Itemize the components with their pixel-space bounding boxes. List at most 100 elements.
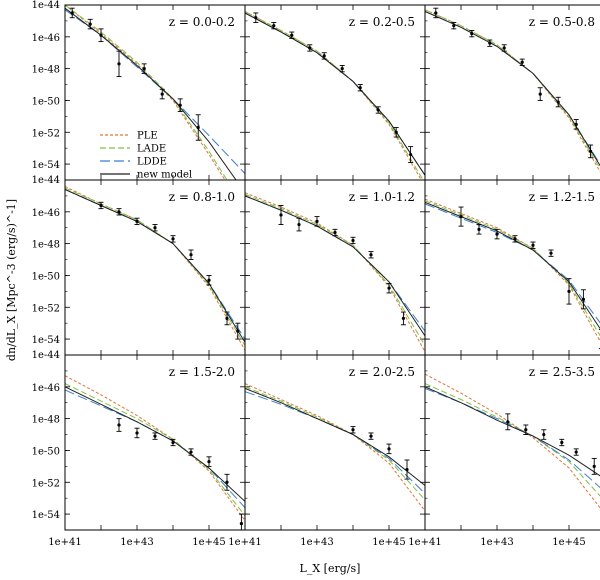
- model-curves: [65, 185, 245, 351]
- panel-title: z = 2.5-3.5: [529, 365, 595, 379]
- x-tick-label: 1e+43: [480, 537, 513, 548]
- data-point: [567, 289, 571, 293]
- data-point: [160, 92, 164, 96]
- x-tick-label: 1e+45: [372, 537, 405, 548]
- panel-8: z = 2.0-2.5 1e+41 1e+43 1e+45: [228, 354, 426, 548]
- data-point: [592, 464, 596, 468]
- model-curves: [65, 375, 245, 521]
- data-points: [505, 413, 597, 475]
- data-point: [308, 46, 312, 50]
- data-point: [207, 459, 211, 464]
- data-point: [272, 24, 276, 28]
- y-tick-label: 1e-54: [32, 510, 60, 521]
- panel-frame: [64, 354, 246, 531]
- data-point: [117, 210, 121, 214]
- data-point: [387, 286, 391, 290]
- legend-label: PLE: [137, 131, 158, 142]
- y-tick-label: 1e-54: [32, 335, 60, 346]
- data-point: [239, 522, 243, 526]
- y-tick-label: 1e-50: [32, 96, 60, 107]
- y-tick-label: 1e-46: [32, 208, 60, 219]
- data-point: [70, 11, 74, 15]
- panel-4: z = 0.8-1.0 1e-44 1e-46 1e-48 1e-50 1e-52 1e-5…: [32, 175, 246, 356]
- panel-frame: [424, 354, 600, 531]
- data-point: [254, 16, 258, 20]
- curve-ple: [65, 185, 245, 351]
- legend-label: LADE: [137, 144, 166, 155]
- data-point: [333, 230, 337, 235]
- model-curves: [65, 5, 245, 180]
- panel-3: z = 0.5-0.8: [424, 4, 600, 181]
- y-axis-label: dn/dL_X [Mpc^-3 (erg/s)^-1]: [5, 199, 18, 361]
- data-point: [376, 108, 380, 112]
- data-point: [135, 219, 139, 223]
- curve-ple: [65, 5, 226, 180]
- panel-title: z = 1.2-1.5: [529, 190, 595, 204]
- model-curves: [245, 192, 425, 353]
- panel-7: z = 1.5-2.0 1e-44 1e-46 1e-48 1e-50 1e-52 1e-5…: [32, 350, 246, 548]
- data-point: [178, 103, 182, 107]
- data-point: [387, 447, 391, 451]
- data-point: [581, 297, 586, 301]
- y-tick-label: 1e-48: [32, 240, 60, 251]
- curve-ple: [245, 10, 422, 180]
- x-tick-label: 1e+45: [552, 537, 585, 548]
- data-point: [142, 67, 146, 71]
- panel-6: z = 1.2-1.5: [424, 179, 600, 356]
- curve-new-model: [425, 10, 600, 167]
- panel-frame: [424, 4, 600, 181]
- data-point: [560, 440, 564, 445]
- data-point: [401, 316, 405, 321]
- x-tick-label: 1e+41: [408, 537, 441, 548]
- data-point: [434, 11, 438, 15]
- curve-lade: [245, 193, 425, 346]
- curve-ple: [425, 198, 600, 343]
- panel-title: z = 0.0-0.2: [169, 15, 235, 29]
- data-point: [542, 432, 546, 437]
- curve-new-model: [245, 387, 425, 486]
- data-point: [117, 62, 121, 66]
- curve-lade: [245, 386, 425, 501]
- curve-new-model: [245, 195, 425, 337]
- data-point: [236, 329, 240, 333]
- data-point: [589, 149, 593, 153]
- y-tick-label: 1e-48: [32, 65, 60, 76]
- data-point: [322, 54, 326, 58]
- data-points: [253, 12, 414, 163]
- panel-title: z = 1.0-1.2: [349, 190, 415, 204]
- curve-new-model: [245, 12, 425, 176]
- curve-lade: [65, 5, 228, 180]
- x-tick-label: 1e+43: [300, 537, 333, 548]
- data-point: [405, 467, 409, 472]
- y-tick-label: 1e-44: [32, 350, 60, 361]
- panel-9: z = 2.5-3.5 1e+41 1e+43 1e+45: [408, 354, 600, 548]
- curve-lade: [425, 9, 600, 170]
- data-point: [290, 33, 294, 37]
- data-points: [69, 7, 201, 141]
- curve-new-model: [425, 201, 600, 330]
- panel-5: z = 1.0-1.2: [244, 179, 426, 356]
- model-curves: [245, 10, 425, 180]
- data-point: [488, 41, 492, 45]
- curve-lade: [65, 187, 245, 346]
- data-points: [350, 426, 410, 480]
- x-tick-label: 1e+43: [120, 537, 153, 548]
- data-point: [520, 60, 524, 64]
- panel-frame: [244, 354, 426, 531]
- panel-frame: [424, 179, 600, 356]
- data-point: [153, 226, 157, 230]
- curve-ldde: [245, 12, 425, 176]
- curve-ldde: [425, 10, 600, 165]
- data-points: [98, 201, 241, 340]
- data-point: [369, 434, 373, 438]
- data-point: [495, 232, 499, 236]
- curve-new-model: [65, 7, 237, 180]
- curve-ple: [245, 192, 425, 353]
- panel-grid: z = 0.0-0.2 1e-44 1e-46 1e-48 1e-50 1e-52 1e-5…: [32, 0, 600, 548]
- curve-ldde: [245, 391, 425, 494]
- data-point: [369, 253, 373, 257]
- panel-2: z = 0.2-0.5: [244, 4, 426, 181]
- curve-ple: [425, 9, 600, 173]
- data-point: [524, 428, 528, 432]
- data-point: [549, 251, 553, 255]
